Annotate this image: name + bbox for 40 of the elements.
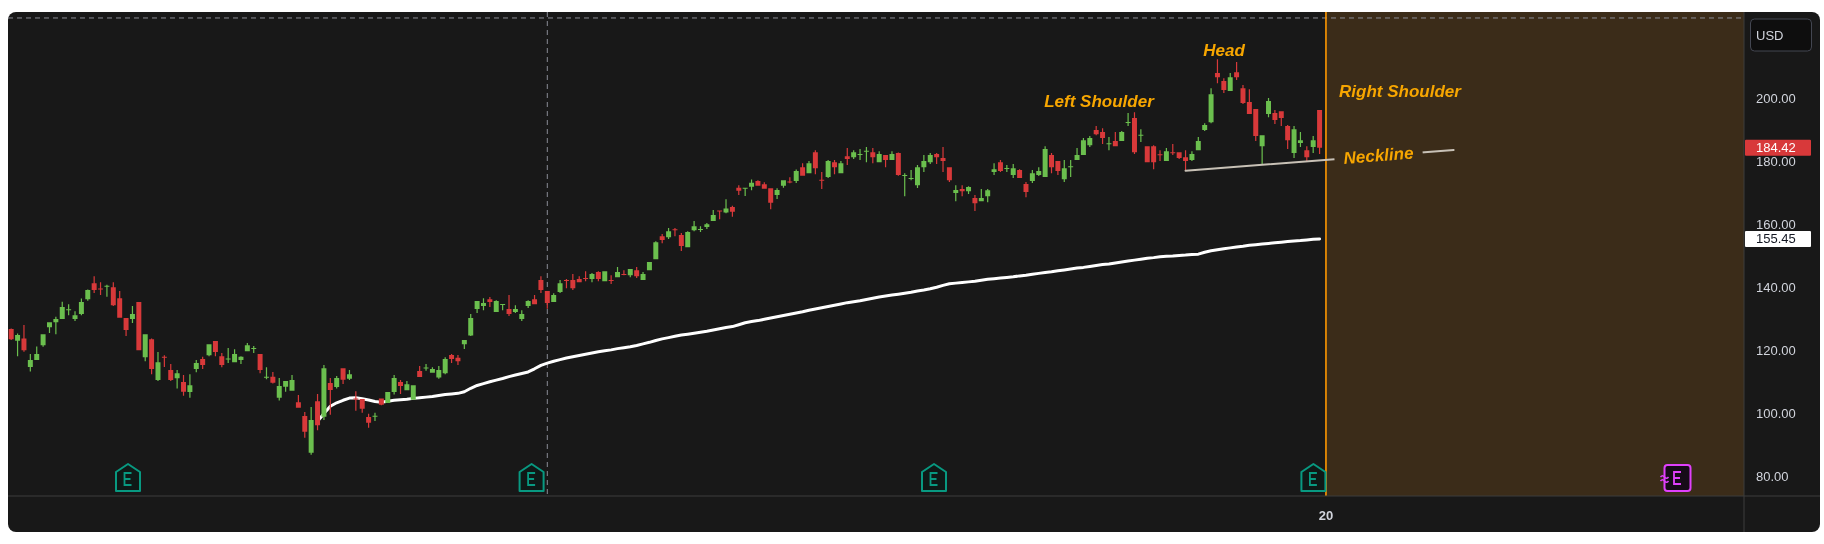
y-tick-label: 100.00 — [1756, 406, 1796, 421]
candlestick — [21, 325, 27, 352]
candlestick — [423, 364, 429, 371]
candlestick — [672, 228, 678, 237]
candlestick — [755, 180, 761, 186]
candlestick — [723, 199, 729, 214]
y-tick-label: 200.00 — [1756, 91, 1796, 107]
text: 184.42 — [1756, 140, 1796, 156]
y-tick-label: 160.00 — [1756, 217, 1796, 233]
text: 155.45 — [1756, 231, 1796, 247]
y-tick-label: 140.00 — [1756, 280, 1796, 296]
candlestick — [1074, 148, 1080, 160]
candlestick — [857, 148, 863, 160]
candlestick — [372, 412, 378, 422]
candlestick — [1023, 182, 1029, 198]
candlestick — [889, 151, 895, 160]
candlestick — [1157, 150, 1163, 161]
candlestick — [72, 311, 78, 321]
candlestick — [104, 284, 110, 297]
annotation: Right Shoulder — [1339, 81, 1463, 101]
y-tick-label: 120.00 — [1756, 343, 1796, 359]
y-axis-title: USD — [1756, 27, 1784, 43]
series-label: Neckline — [1342, 143, 1415, 168]
candlestick — [991, 163, 997, 176]
candlestick — [774, 188, 780, 200]
candlestick — [1106, 137, 1112, 151]
candlestick — [972, 194, 978, 212]
y-tick-label: 180.00 — [1756, 154, 1796, 170]
text: 20 — [1318, 507, 1334, 523]
annotation: Left Shoulder — [1044, 91, 1156, 111]
candlestick — [940, 147, 946, 172]
candlestick — [538, 276, 544, 293]
annotation: Head — [1203, 40, 1246, 60]
candlestick — [589, 273, 595, 283]
candlestick — [557, 279, 563, 293]
y-tick-label: 80.00 — [1756, 468, 1789, 484]
candlestick — [155, 352, 161, 382]
candlestick — [289, 375, 295, 391]
candlestick — [1189, 151, 1195, 161]
candlestick — [506, 295, 512, 316]
